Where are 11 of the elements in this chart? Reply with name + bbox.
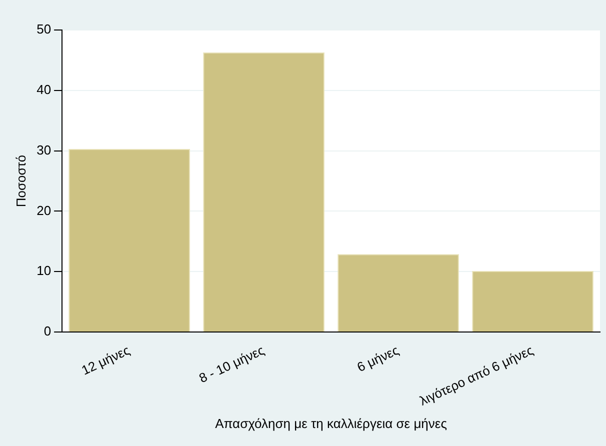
y-tick-label: 30 xyxy=(36,142,52,158)
y-tick-label: 40 xyxy=(36,82,52,97)
y-tick-label: 0 xyxy=(44,324,52,339)
x-tick-label: 8 - 10 μήνες xyxy=(196,342,267,386)
x-tick-label: 6 μήνες xyxy=(354,342,402,375)
x-tick-label: 12 μήνες xyxy=(79,342,132,378)
x-axis-title: Απασχόληση με τη καλλιέργεια σε μήνες xyxy=(215,416,447,431)
y-tick-label: 50 xyxy=(36,22,52,37)
y-axis-title: Ποσοστό xyxy=(13,154,28,208)
y-tick-label: 10 xyxy=(36,263,52,278)
y-tick-label: 20 xyxy=(36,202,52,218)
